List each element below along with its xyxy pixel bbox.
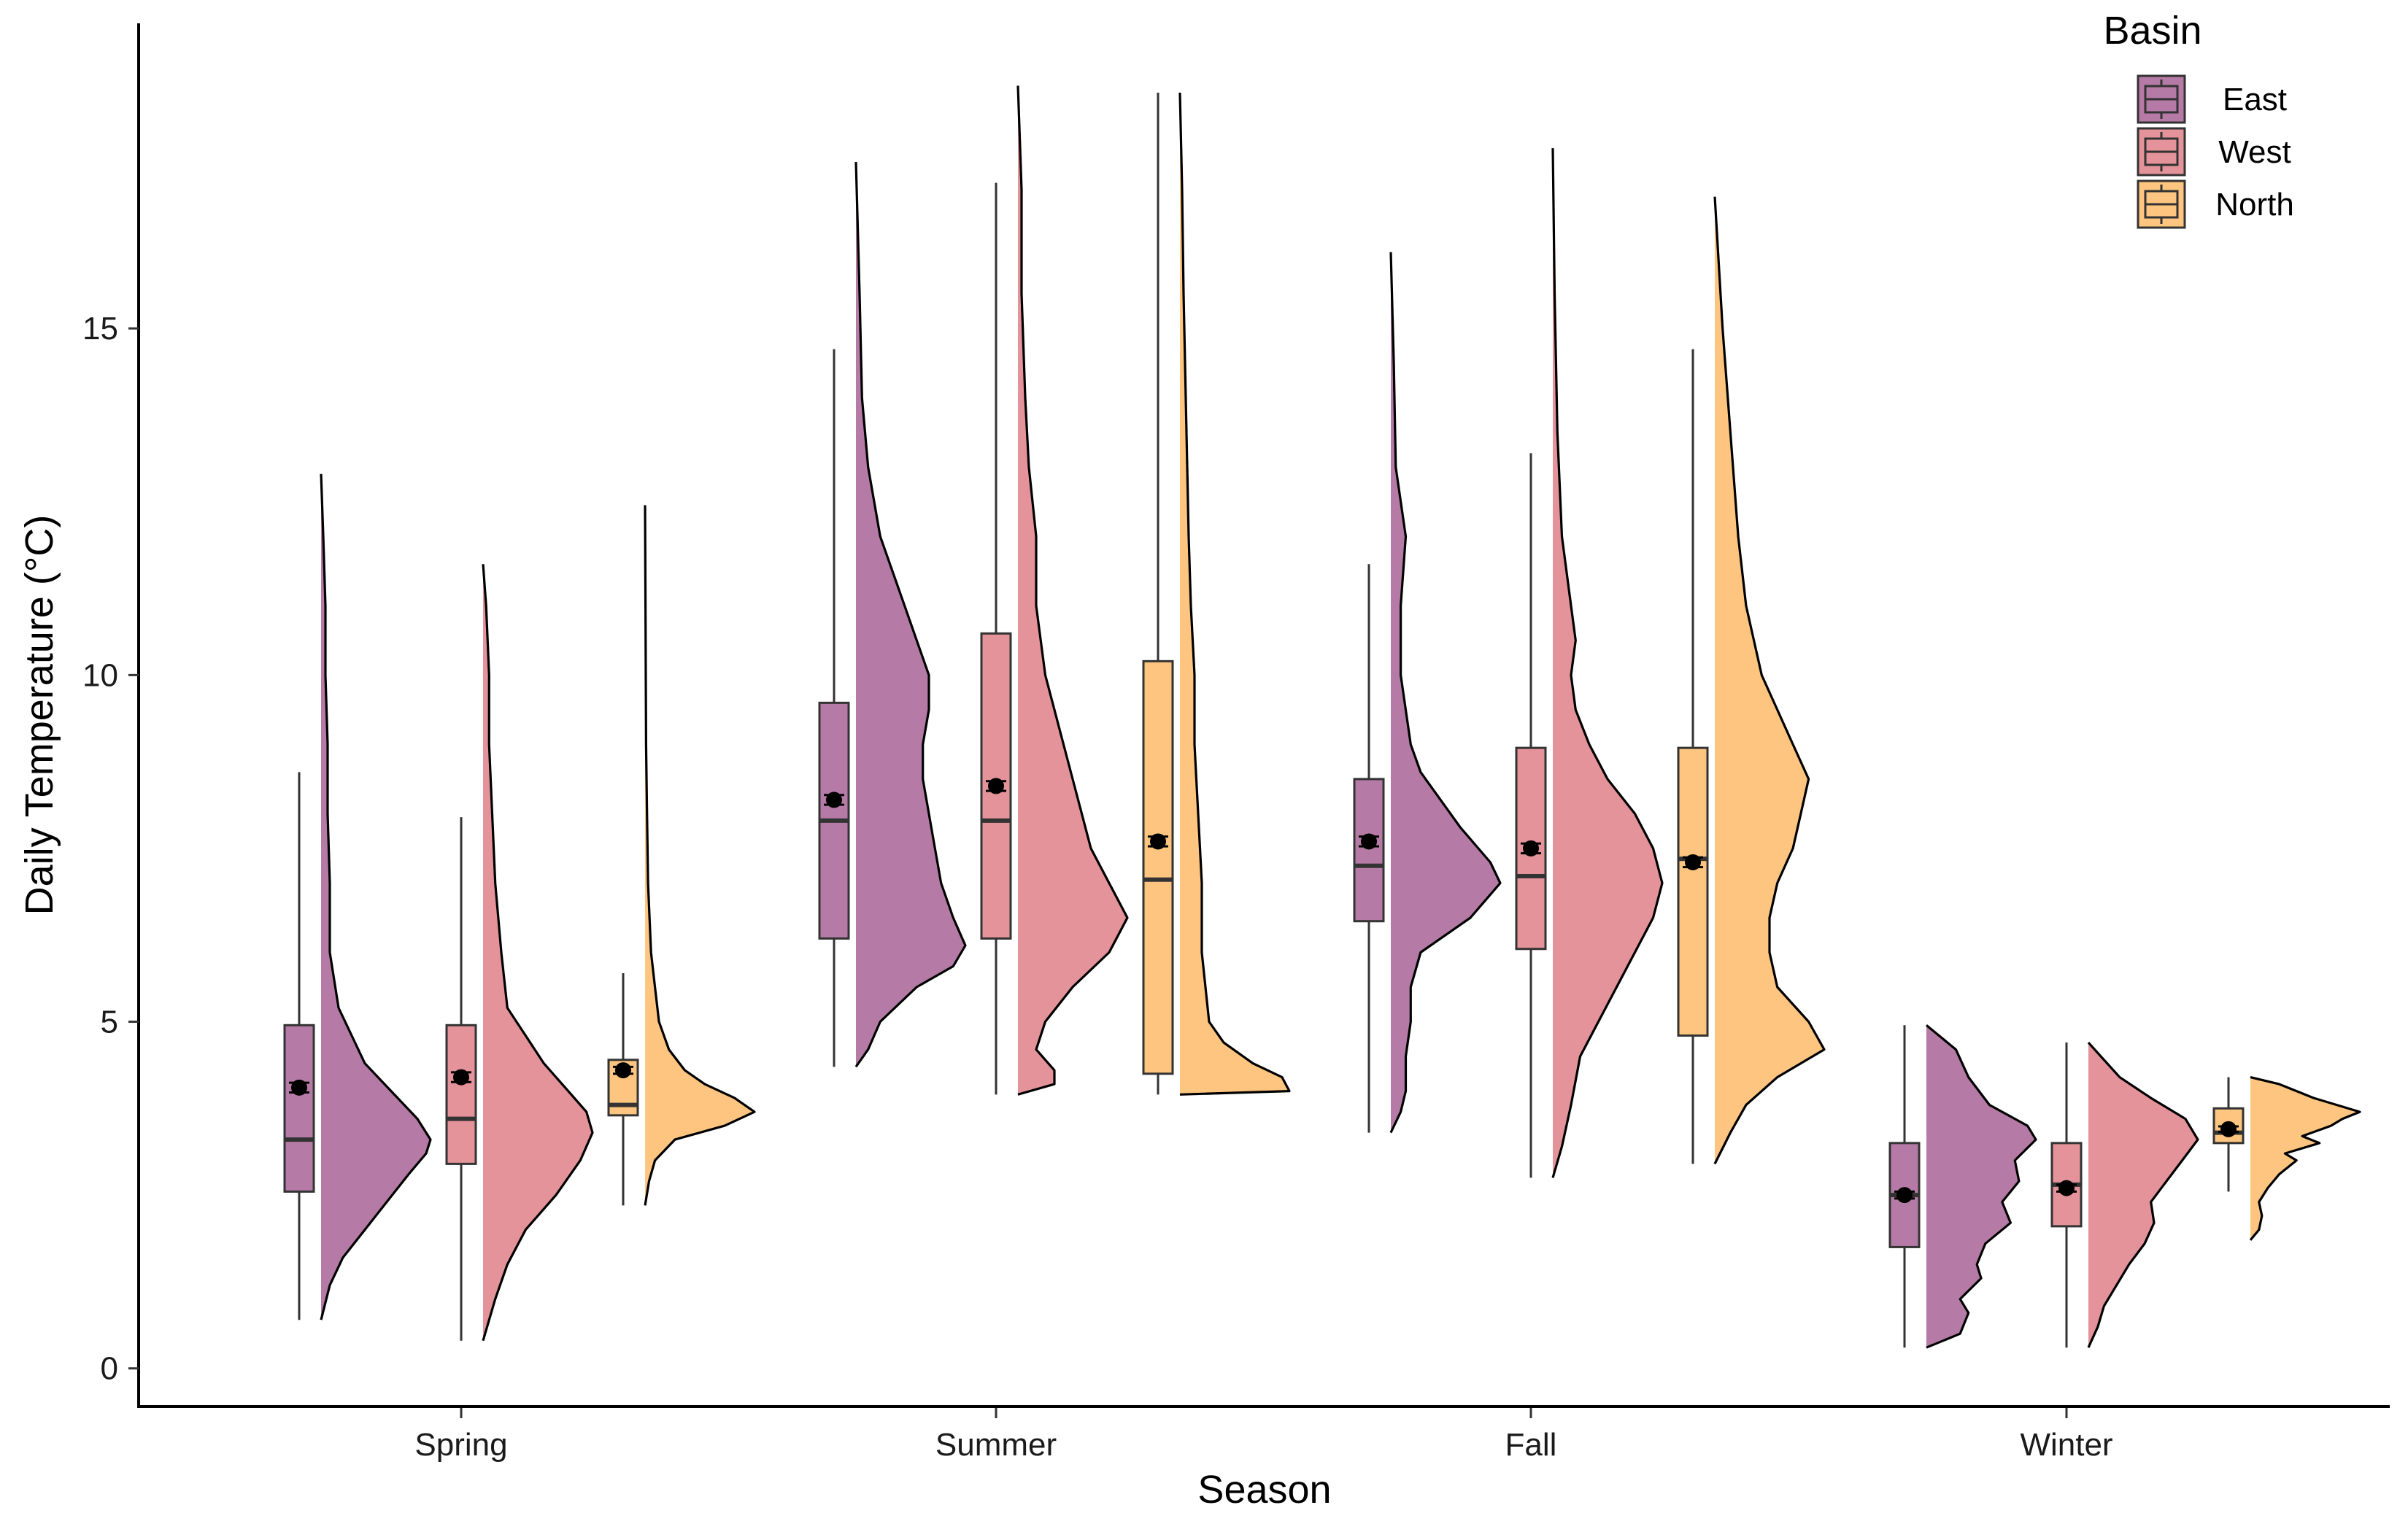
legend: Basin East West North: [2103, 9, 2294, 229]
mean-point-west-fall: [1523, 840, 1539, 856]
cloud-group-west-fall: [1515, 148, 1664, 1178]
density-fill-east-spring: [321, 473, 431, 1320]
density-fill-east-fall: [1391, 252, 1500, 1133]
mean-point-west-spring: [453, 1069, 469, 1086]
axes: 0 5 10 15 Spring Summer Fall Winter: [82, 23, 2390, 1463]
density-outline-north-spring: [644, 505, 756, 1206]
cloud-group-north-spring: [607, 505, 756, 1206]
y-tick-label-0: 0: [101, 1351, 118, 1387]
legend-title: Basin: [2103, 9, 2201, 53]
mean-point-east-spring: [291, 1079, 307, 1096]
mean-point-east-summer: [826, 792, 842, 808]
density-outline-east-winter: [1925, 1024, 2037, 1349]
mean-point-north-spring: [615, 1062, 631, 1079]
legend-label-north: North: [2215, 187, 2294, 223]
density-outline-west-fall: [1551, 148, 1664, 1178]
cloud-group-west-summer: [980, 85, 1129, 1096]
x-tick-label-fall: Fall: [1505, 1427, 1557, 1463]
density-fill-west-spring: [483, 564, 593, 1341]
y-axis-title: Daily Temperature (°C): [18, 515, 61, 916]
y-tick-label-10: 10: [82, 657, 118, 693]
cloud-group-east-winter: [1888, 1024, 2037, 1349]
box-north-fall: [1677, 746, 1709, 1037]
density-fill-west-winter: [2088, 1042, 2198, 1348]
box-east-fall: [1353, 778, 1385, 923]
density-fill-east-summer: [856, 162, 965, 1067]
density-outline-east-summer: [854, 162, 967, 1068]
mean-point-west-winter: [2058, 1180, 2075, 1196]
box-east-spring: [283, 1024, 315, 1193]
mean-point-east-winter: [1896, 1187, 1913, 1204]
plot-area: [283, 85, 2361, 1349]
mean-point-east-fall: [1361, 833, 1377, 850]
density-fill-north-winter: [2250, 1077, 2360, 1240]
legend-label-west: West: [2218, 134, 2291, 170]
density-outline-north-winter: [2249, 1076, 2361, 1241]
y-tick-label-5: 5: [101, 1005, 118, 1040]
cloud-group-north-winter: [2212, 1076, 2361, 1241]
legend-item-west: West: [2137, 127, 2291, 177]
x-tick-label-winter: Winter: [2020, 1427, 2112, 1463]
density-fill-north-spring: [645, 505, 755, 1206]
cloud-group-west-winter: [2050, 1042, 2199, 1348]
density-fill-north-summer: [1180, 93, 1289, 1095]
density-outline-north-summer: [1178, 92, 1291, 1096]
box-north-summer: [1142, 659, 1174, 1075]
mean-point-west-summer: [988, 778, 1004, 794]
density-outline-north-fall: [1713, 196, 1826, 1165]
density-fill-north-fall: [1715, 196, 1824, 1164]
cloud-group-west-spring: [445, 564, 594, 1342]
density-outline-west-spring: [482, 564, 594, 1342]
density-fill-east-winter: [1926, 1025, 2036, 1348]
legend-item-east: East: [2137, 74, 2287, 124]
x-tick-label-spring: Spring: [414, 1427, 507, 1463]
y-tick-label-15: 15: [82, 311, 118, 347]
legend-item-north: North: [2137, 179, 2294, 229]
x-axis-title: Season: [1197, 1468, 1331, 1512]
mean-point-north-winter: [2220, 1121, 2237, 1137]
density-outline-east-spring: [320, 473, 432, 1320]
legend-label-east: East: [2223, 82, 2287, 117]
cloud-group-east-fall: [1353, 252, 1502, 1134]
cloud-group-east-summer: [818, 162, 967, 1068]
cloud-group-east-spring: [283, 473, 432, 1320]
density-fill-west-fall: [1553, 148, 1662, 1178]
density-outline-west-summer: [1016, 85, 1129, 1096]
box-west-spring: [445, 1024, 477, 1165]
mean-point-north-fall: [1685, 854, 1701, 870]
mean-point-north-summer: [1150, 833, 1166, 850]
density-outline-west-winter: [2087, 1042, 2199, 1348]
x-tick-label-summer: Summer: [935, 1427, 1057, 1463]
density-fill-west-summer: [1018, 85, 1127, 1095]
cloud-group-north-summer: [1142, 92, 1291, 1096]
cloud-group-north-fall: [1677, 196, 1826, 1165]
density-outline-east-fall: [1389, 252, 1502, 1134]
